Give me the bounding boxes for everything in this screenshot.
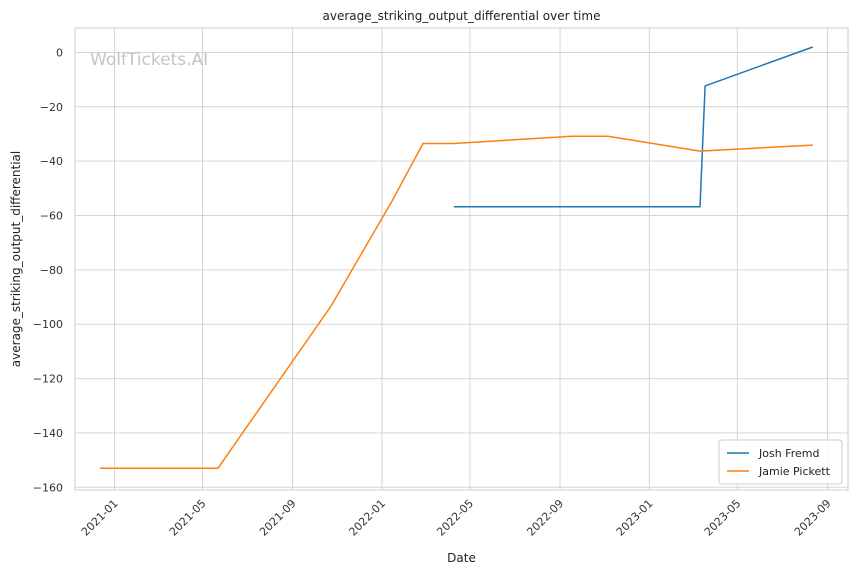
series-line-0	[453, 46, 814, 208]
y-tick-label: −160	[33, 481, 63, 494]
plot-frame	[74, 27, 849, 491]
x-tick-label: 2022-09	[524, 497, 566, 539]
legend-label-0: Josh Fremd	[758, 447, 819, 460]
x-tick-label: 2023-05	[702, 497, 744, 539]
y-tick-label: −80	[40, 264, 63, 277]
y-tick-labels: 0 −20 −40 −60 −80 −100 −120 −140 −160	[33, 46, 63, 494]
legend-label-1: Jamie Pickett	[758, 465, 831, 478]
chart-title: average_striking_output_differential ove…	[323, 9, 601, 23]
x-tick-label: 2021-01	[79, 497, 121, 539]
legend: Josh Fremd Jamie Pickett	[718, 439, 843, 485]
x-axis-label: Date	[447, 551, 476, 565]
x-tick-label: 2023-09	[792, 497, 834, 539]
x-tick-label: 2022-01	[346, 497, 388, 539]
x-tick-labels: 2021-01 2021-05 2021-09 2022-01 2022-05 2022-…	[79, 497, 834, 539]
y-tick-label: −100	[33, 318, 63, 331]
y-tick-label: −120	[33, 373, 63, 386]
y-tick-label: −20	[40, 101, 63, 114]
y-tick-label: −60	[40, 210, 63, 223]
x-tick-label: 2021-09	[257, 497, 299, 539]
x-tick-label: 2023-01	[614, 497, 656, 539]
legend-box	[718, 439, 843, 485]
x-tick-label: 2021-05	[167, 497, 209, 539]
y-tick-label: 0	[56, 46, 63, 59]
series-line-1	[99, 135, 813, 470]
y-tick-label: −140	[33, 427, 63, 440]
y-tick-label: −40	[40, 155, 63, 168]
series-group	[99, 46, 814, 470]
grid	[75, 28, 848, 490]
x-tick-label: 2022-05	[434, 497, 476, 539]
watermark: WolfTickets.AI	[90, 50, 208, 70]
y-axis-label: average_striking_output_differential	[9, 151, 23, 367]
